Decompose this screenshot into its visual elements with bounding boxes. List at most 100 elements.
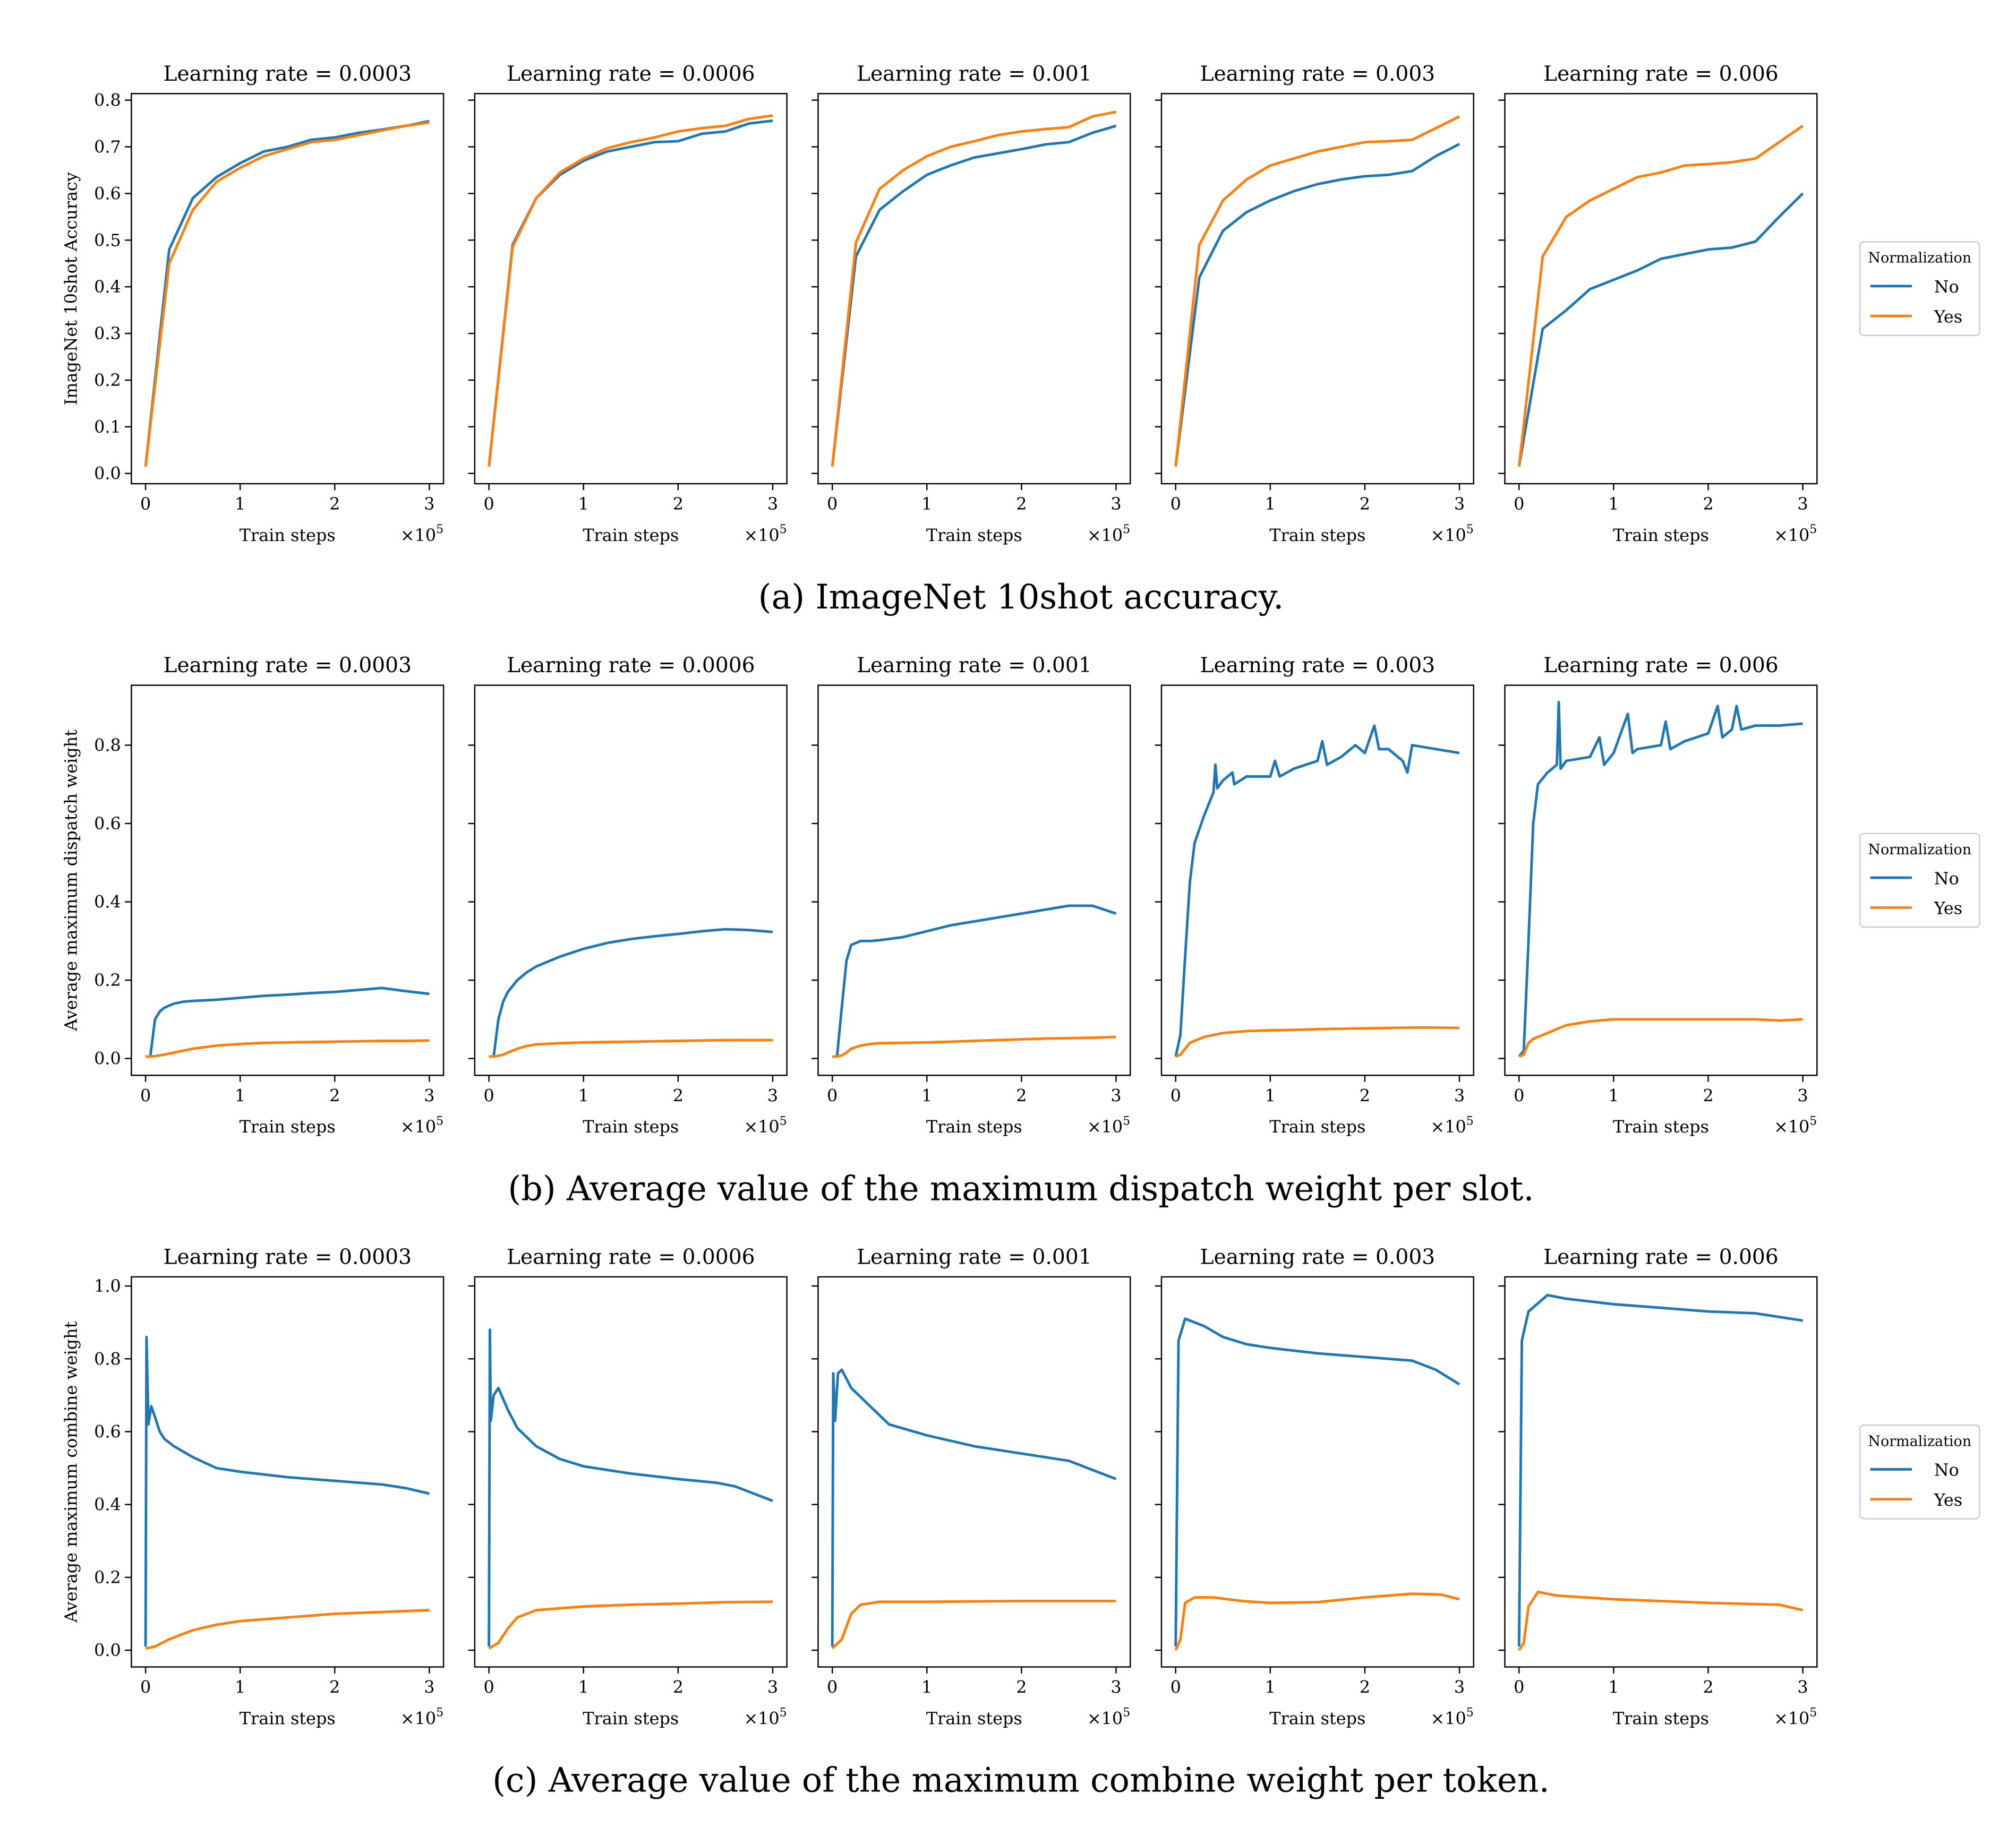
x-tick-label: 0 [1171, 1085, 1181, 1105]
y-tick-label: 0.8 [94, 735, 121, 756]
x-tick-label: 1 [1265, 1085, 1276, 1105]
panel-title: Learning rate = 0.006 [1543, 1245, 1779, 1269]
x-multiplier-exponent: 5 [1809, 1706, 1817, 1720]
legend-title: Normalization [1868, 1433, 1971, 1449]
x-axis-label: Train steps [1613, 525, 1709, 545]
x-tick-label: 0 [483, 1085, 494, 1105]
x-tick-label: 0 [140, 1677, 151, 1697]
legend-title: Normalization [1868, 250, 1971, 267]
x-tick-label: 3 [1797, 1677, 1808, 1697]
x-tick-label: 0 [1514, 1085, 1524, 1105]
x-tick-label: 2 [1360, 494, 1370, 514]
subfigure-row-a: Learning rate = 0.0003 0.0 0.1 0.2 0.3 0.4 0.5… [61, 62, 1980, 617]
series-line-yes [488, 114, 773, 467]
panel: Learning rate = 0.0003 0.0 0.2 0.4 0.6 0.8 1.0… [94, 1245, 445, 1728]
x-tick-label: 3 [1110, 1085, 1121, 1105]
x-multiplier: ×105 [400, 1114, 443, 1137]
y-tick-label: 1.0 [94, 1276, 121, 1296]
x-tick-label: 0 [1514, 1677, 1524, 1697]
x-axis-label: Train steps [583, 1708, 679, 1728]
axes-frame [1504, 93, 1818, 485]
x-axis-label: Train steps [240, 1117, 336, 1137]
x-tick-label: 2 [1360, 1085, 1370, 1105]
series-line-no [1517, 192, 1804, 467]
x-multiplier: ×105 [1087, 1706, 1130, 1729]
x-multiplier-exponent: 5 [780, 1114, 787, 1128]
axes-frame [1160, 1276, 1474, 1668]
x-tick-label: 0 [140, 1085, 151, 1105]
x-tick-label: 3 [424, 494, 434, 514]
x-tick-label: 3 [1454, 494, 1465, 514]
panel: Learning rate = 0.0006 0 1 2 3 Train steps ×10… [468, 1245, 788, 1729]
series-line-no [832, 904, 1117, 1058]
series-line-yes [832, 1035, 1116, 1058]
x-multiplier: ×105 [400, 523, 443, 545]
axes-frame [474, 93, 788, 485]
y-tick-label: 0.1 [94, 417, 121, 437]
x-multiplier-exponent: 5 [1466, 523, 1474, 536]
panel: Learning rate = 0.003 0 1 2 3 Train steps ×105 [1155, 654, 1474, 1137]
x-tick-label: 3 [1110, 1677, 1121, 1697]
x-multiplier-exponent: 5 [1466, 1706, 1474, 1720]
y-tick-label: 0.6 [94, 1421, 121, 1442]
x-tick-label: 3 [767, 1085, 778, 1105]
series-line-no [1518, 700, 1803, 1058]
x-tick-label: 1 [578, 494, 589, 514]
x-tick-label: 1 [1265, 1677, 1276, 1697]
series-line-yes [146, 1039, 430, 1058]
x-tick-label: 0 [483, 494, 494, 514]
series-line-no [488, 1328, 773, 1647]
x-tick-label: 2 [329, 1085, 340, 1105]
x-axis-label: Train steps [926, 525, 1022, 545]
panel: Learning rate = 0.006 0 1 2 3 Train steps ×105 [1498, 654, 1818, 1137]
x-tick-label: 1 [1265, 494, 1276, 514]
x-tick-label: 2 [1703, 1085, 1713, 1105]
x-multiplier: ×105 [1431, 1114, 1474, 1137]
x-tick-label: 3 [1110, 494, 1121, 514]
series-line-yes [831, 110, 1116, 467]
y-axis-label: ImageNet 10shot Accuracy [61, 172, 81, 405]
x-multiplier: ×105 [1431, 1706, 1474, 1729]
x-tick-label: 0 [1171, 1677, 1181, 1697]
series-line-no [831, 1368, 1117, 1647]
panel: Learning rate = 0.0006 0 1 2 3 Train steps ×10… [468, 654, 788, 1137]
x-multiplier: ×105 [744, 523, 787, 545]
series-line-yes [488, 1600, 773, 1650]
x-multiplier-base: ×10 [1431, 1708, 1466, 1728]
series-line-no [144, 119, 430, 467]
x-multiplier-base: ×10 [1774, 1117, 1809, 1137]
series-line-yes [1518, 1590, 1804, 1651]
x-multiplier-exponent: 5 [436, 523, 443, 536]
panel: Learning rate = 0.003 0 1 2 3 Train steps ×105 [1155, 1245, 1474, 1728]
x-multiplier-base: ×10 [1087, 1117, 1123, 1137]
x-tick-label: 2 [1703, 494, 1713, 514]
x-axis-label: Train steps [926, 1117, 1022, 1137]
x-axis-label: Train steps [583, 525, 679, 545]
x-tick-label: 1 [578, 1677, 589, 1697]
y-tick-label: 0.2 [94, 1567, 121, 1588]
x-axis-label: Train steps [583, 1117, 679, 1137]
x-axis-label: Train steps [1613, 1708, 1709, 1728]
x-multiplier-base: ×10 [400, 1117, 436, 1137]
x-tick-label: 2 [329, 494, 340, 514]
panel: Learning rate = 0.001 0 1 2 3 Train steps ×105 [811, 62, 1131, 545]
y-tick-label: 0.4 [94, 892, 121, 912]
legend-label-no: No [1934, 1460, 1959, 1480]
x-tick-label: 0 [483, 1677, 494, 1697]
x-tick-label: 2 [1016, 1677, 1027, 1697]
x-multiplier-exponent: 5 [1123, 1706, 1130, 1720]
x-multiplier-base: ×10 [1087, 1708, 1123, 1728]
x-tick-label: 0 [1514, 494, 1524, 514]
x-multiplier: ×105 [744, 1706, 787, 1729]
x-tick-label: 3 [1454, 1085, 1465, 1105]
x-axis-label: Train steps [1269, 525, 1365, 545]
panel: Learning rate = 0.003 0 1 2 3 Train steps ×105 [1155, 62, 1474, 545]
series-line-no [1517, 1293, 1803, 1647]
panel-title: Learning rate = 0.006 [1543, 62, 1779, 86]
panel-title: Learning rate = 0.003 [1200, 1245, 1436, 1269]
x-tick-label: 2 [1703, 1677, 1713, 1697]
series-line-yes [1174, 1592, 1460, 1651]
legend: Normalization No Yes [1859, 833, 1980, 928]
y-tick-label: 0.6 [94, 183, 121, 203]
